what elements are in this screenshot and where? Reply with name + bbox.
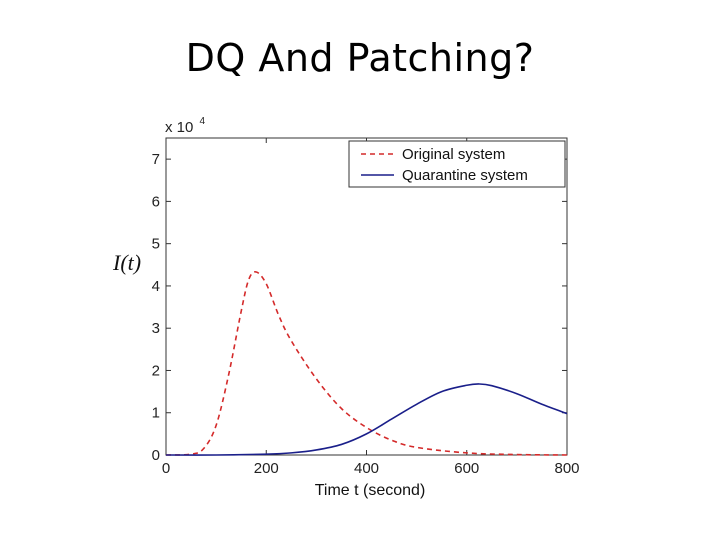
- slide-title: DQ And Patching?: [185, 36, 535, 80]
- x-tick-label: 200: [254, 460, 279, 477]
- legend-label-1: Quarantine system: [402, 167, 528, 184]
- series-line-1: [165, 383, 568, 456]
- y-tick-label: 2: [152, 362, 160, 379]
- y-tick-label: 1: [152, 405, 160, 422]
- x-tick-label: 0: [162, 460, 170, 477]
- y-axis-label: I(t): [112, 250, 141, 275]
- x-axis-label: Time t (second): [315, 482, 426, 499]
- y-tick-label: 3: [152, 320, 160, 337]
- y-tick-label: 0: [152, 447, 160, 464]
- y-tick-label: 5: [152, 236, 160, 253]
- series-line-0: [165, 271, 568, 456]
- x-tick-label: 600: [454, 460, 479, 477]
- y-multiplier-base: x 10: [165, 119, 193, 136]
- x-axis: 0 200 400 600 800: [162, 138, 580, 477]
- y-tick-label: 4: [152, 278, 160, 295]
- x-tick-label: 400: [354, 460, 379, 477]
- y-multiplier: x 10 4: [165, 116, 206, 136]
- series-layer: [165, 271, 568, 456]
- x-tick-label: 800: [554, 460, 579, 477]
- legend: Original system Quarantine system: [348, 140, 566, 188]
- y-tick-label: 6: [152, 193, 160, 210]
- y-tick-label: 7: [152, 151, 160, 168]
- y-axis: 0 1 2 3 4 5 6 7: [152, 151, 567, 464]
- legend-label-0: Original system: [402, 146, 505, 163]
- legend-box: [348, 140, 566, 188]
- y-multiplier-exponent: 4: [200, 116, 206, 127]
